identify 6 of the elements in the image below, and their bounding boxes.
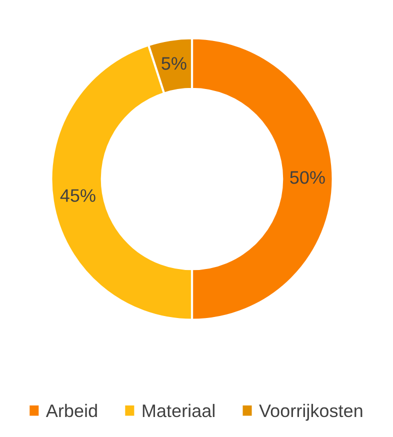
data-label: 5% — [162, 57, 186, 70]
data-label: 45% — [60, 189, 96, 202]
legend-label: Materiaal — [142, 404, 214, 418]
legend-label: Arbeid — [46, 404, 97, 418]
data-label: 50% — [290, 171, 325, 184]
legend-label: Voorrijkosten — [259, 404, 362, 421]
